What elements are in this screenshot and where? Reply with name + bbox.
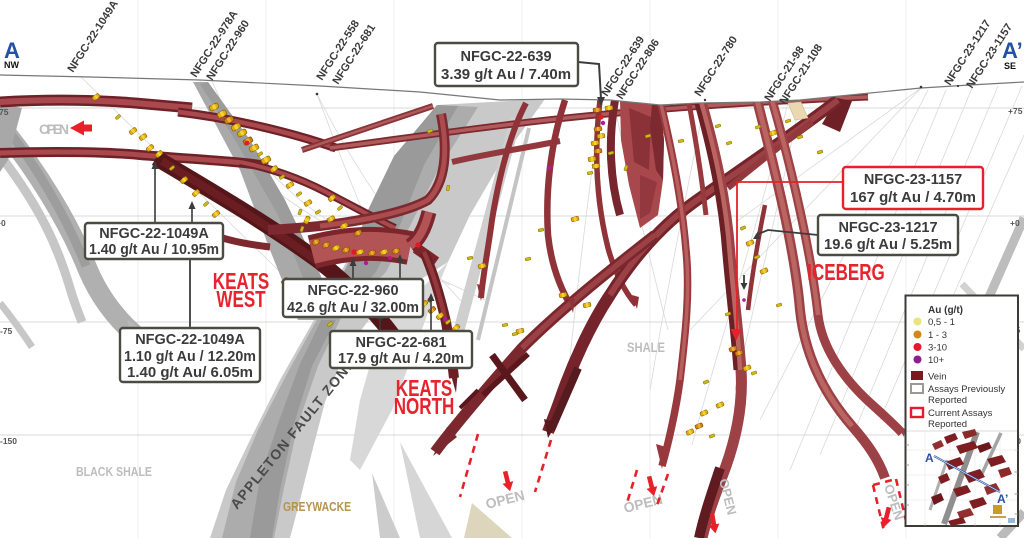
svg-text:NFGC-22-681: NFGC-22-681 bbox=[355, 335, 446, 351]
svg-text:17.9 g/t Au / 4.20m: 17.9 g/t Au / 4.20m bbox=[338, 351, 464, 367]
svg-text:19.6 g/t Au / 5.25m: 19.6 g/t Au / 5.25m bbox=[824, 237, 952, 253]
svg-text:Reported: Reported bbox=[928, 419, 967, 430]
svg-text:KEATS: KEATS bbox=[213, 270, 269, 295]
svg-text:NORTH: NORTH bbox=[394, 395, 454, 420]
svg-text:NW: NW bbox=[4, 60, 19, 70]
svg-text:+0: +0 bbox=[1010, 218, 1020, 228]
svg-text:10+: 10+ bbox=[928, 355, 945, 366]
svg-text:42.6 g/t Au / 32.00m: 42.6 g/t Au / 32.00m bbox=[287, 300, 419, 316]
svg-text:SE: SE bbox=[1004, 61, 1016, 71]
svg-text:+75: +75 bbox=[0, 107, 9, 117]
svg-text:Reported: Reported bbox=[928, 395, 967, 406]
svg-text:A’: A’ bbox=[997, 492, 1008, 506]
svg-text:NFGC-22-1049A: NFGC-22-1049A bbox=[99, 226, 209, 242]
svg-text:NFGC-22-639: NFGC-22-639 bbox=[460, 49, 551, 65]
svg-text:NFGC-23-1157: NFGC-23-1157 bbox=[864, 172, 962, 188]
svg-text:+75: +75 bbox=[1008, 106, 1023, 116]
svg-text:NFGC-22-1049A: NFGC-22-1049A bbox=[135, 332, 245, 348]
svg-text:A: A bbox=[925, 451, 934, 465]
svg-text:NFGC-23-1217: NFGC-23-1217 bbox=[838, 220, 937, 236]
svg-text:1.10 g/t Au / 12.20m: 1.10 g/t Au / 12.20m bbox=[124, 349, 256, 365]
svg-text:Assays Previously: Assays Previously bbox=[928, 384, 1005, 395]
svg-text:Current Assays: Current Assays bbox=[928, 408, 993, 419]
svg-text:1 - 3: 1 - 3 bbox=[928, 330, 947, 341]
svg-text:GREYWACKE: GREYWACKE bbox=[283, 500, 351, 514]
svg-text:BLACK SHALE: BLACK SHALE bbox=[76, 464, 152, 479]
svg-text:-150: -150 bbox=[0, 436, 17, 446]
svg-text:167 g/t Au / 4.70m: 167 g/t Au / 4.70m bbox=[850, 190, 976, 206]
svg-text:3-10: 3-10 bbox=[928, 343, 947, 354]
svg-text:+0: +0 bbox=[0, 218, 6, 228]
svg-text:0,5 - 1: 0,5 - 1 bbox=[928, 317, 955, 328]
svg-text:1.40 g/t Au/ 6.05m: 1.40 g/t Au/ 6.05m bbox=[127, 365, 253, 381]
svg-text:Au (g/t): Au (g/t) bbox=[928, 305, 963, 316]
svg-text:WEST: WEST bbox=[216, 288, 266, 313]
svg-text:-75: -75 bbox=[0, 326, 13, 336]
svg-text:3.39 g/t Au / 7.40m: 3.39 g/t Au / 7.40m bbox=[441, 67, 571, 83]
svg-text:A’: A’ bbox=[1002, 38, 1023, 63]
svg-text:SHALE: SHALE bbox=[627, 340, 665, 355]
svg-text:KEATS: KEATS bbox=[396, 377, 452, 402]
svg-text:1.40 g/t Au / 10.95m: 1.40 g/t Au / 10.95m bbox=[89, 242, 219, 258]
svg-text:OPEN: OPEN bbox=[39, 121, 69, 137]
svg-text:ICEBERG: ICEBERG bbox=[807, 261, 884, 286]
svg-text:Vein: Vein bbox=[928, 372, 947, 383]
svg-text:A: A bbox=[4, 38, 20, 63]
svg-text:NFGC-22-960: NFGC-22-960 bbox=[307, 283, 398, 299]
